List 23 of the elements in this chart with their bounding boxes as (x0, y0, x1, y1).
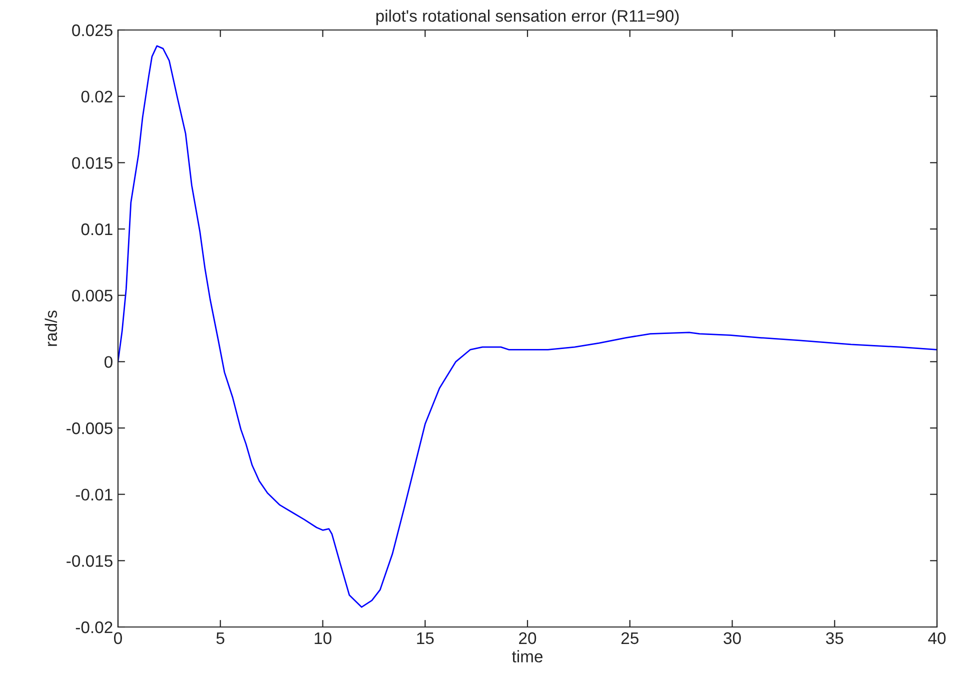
x-tick-label: 5 (216, 632, 224, 644)
y-tick-label: 0.02 (81, 90, 112, 103)
y-tick-label: 0 (104, 356, 112, 368)
x-tick-label: 10 (314, 632, 332, 644)
y-axis-title: rad/s (44, 310, 58, 346)
y-tick-label: -0.005 (66, 422, 112, 434)
x-tick-label: 40 (928, 632, 946, 644)
x-tick-label: 30 (724, 632, 741, 644)
x-tick-label: 35 (826, 632, 844, 644)
chart-title: pilot's rotational sensation error (R11=90) (376, 10, 679, 26)
y-tick-label: -0.01 (76, 488, 112, 501)
y-tick-label: 0.025 (72, 24, 112, 36)
x-tick-label: 20 (519, 632, 536, 644)
x-tick-label: 25 (621, 632, 638, 644)
y-tick-label: 0.015 (72, 157, 112, 169)
y-tick-label: -0.015 (66, 555, 112, 567)
y-tick-label: 0.005 (72, 290, 112, 302)
x-axis-title: time (512, 650, 543, 662)
x-tick-label: 0 (114, 632, 122, 644)
y-tick-label: -0.02 (76, 621, 112, 634)
x-tick-label: 15 (417, 632, 434, 644)
line-series (118, 45, 937, 608)
y-tick-label: 0.01 (81, 223, 112, 236)
